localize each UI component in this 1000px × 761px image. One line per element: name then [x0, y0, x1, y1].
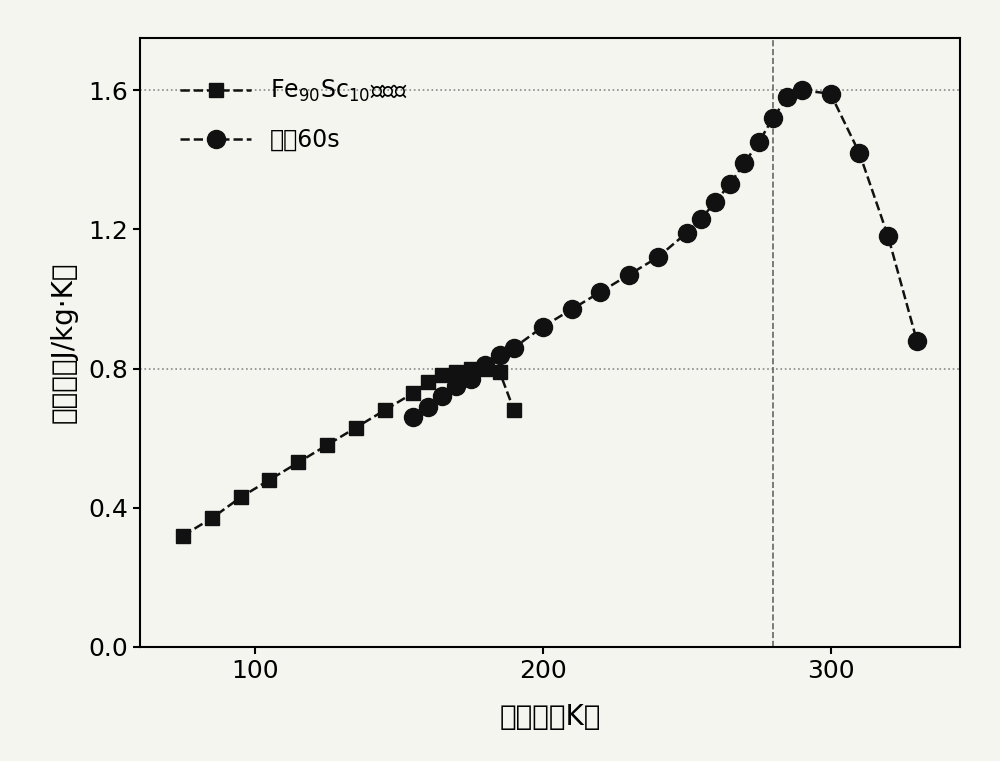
- Y-axis label: 磁熵变（J/kg·K）: 磁熵变（J/kg·K）: [49, 262, 77, 423]
- Legend: $\rm Fe_{90}Sc_{10}$制备态, 渗氢60s: $\rm Fe_{90}Sc_{10}$制备态, 渗氢60s: [152, 50, 436, 180]
- X-axis label: 温度　（K）: 温度 （K）: [499, 703, 601, 731]
